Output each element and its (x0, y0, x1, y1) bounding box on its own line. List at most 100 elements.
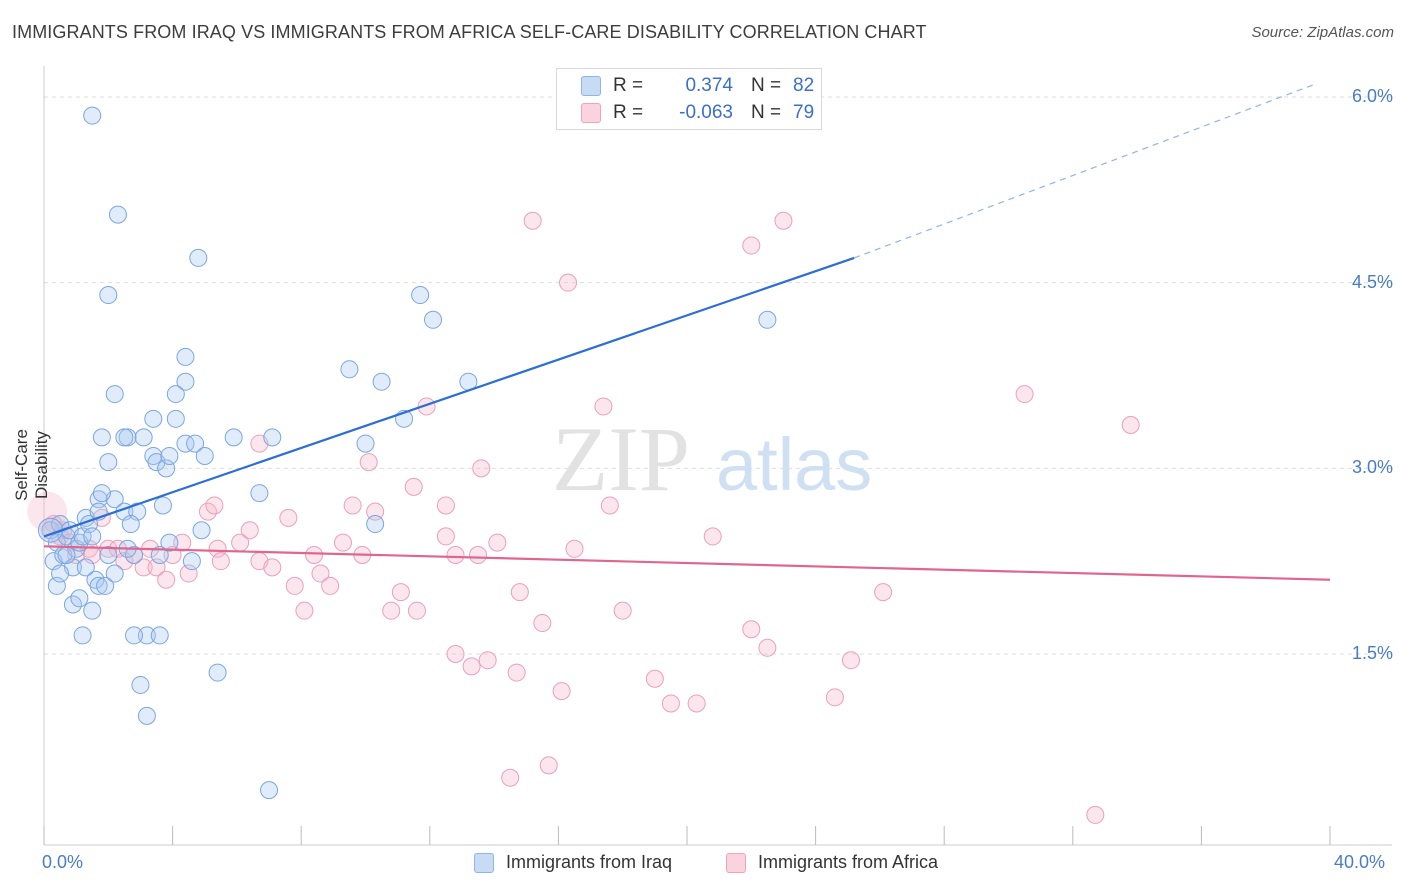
data-point-africa (382, 601, 401, 620)
data-point-africa (27, 491, 68, 532)
data-point-iraq (224, 428, 243, 447)
data-point-iraq (105, 385, 124, 404)
data-point-iraq (186, 434, 205, 453)
data-point-africa (279, 508, 298, 527)
axes (43, 66, 1392, 846)
stats-legend-row-iraq: R = 0.374 N = 82 (581, 74, 814, 98)
data-point-africa (417, 397, 436, 416)
data-point-iraq (176, 372, 195, 391)
data-point-africa (594, 397, 613, 416)
data-point-africa (488, 533, 507, 552)
data-point-africa (311, 564, 330, 583)
data-point-africa (240, 521, 259, 540)
data-point-iraq (83, 527, 102, 546)
data-point-iraq (166, 409, 185, 428)
data-point-iraq (356, 434, 375, 453)
data-point-africa (305, 545, 324, 564)
data-point-iraq (89, 576, 108, 595)
data-point-iraq (166, 385, 185, 404)
data-point-africa (565, 539, 584, 558)
data-point-iraq (340, 360, 359, 379)
n-label: N = (751, 75, 782, 96)
data-point-africa (404, 477, 423, 496)
data-point-africa (469, 545, 488, 564)
legend-label-iraq: Immigrants from Iraq (506, 852, 673, 872)
data-point-africa (295, 601, 314, 620)
data-point-africa (205, 496, 224, 515)
data-point-africa (841, 651, 860, 670)
data-point-africa (559, 273, 578, 292)
data-point-africa (687, 694, 706, 713)
series-africa-points (27, 211, 1140, 824)
trend-line-iraq-extension (853, 84, 1315, 259)
data-point-africa (211, 552, 230, 571)
data-point-iraq (83, 601, 102, 620)
chart-title: IMMIGRANTS FROM IRAQ VS IMMIGRANTS FROM … (12, 22, 927, 42)
trend-line-iraq (43, 256, 855, 538)
data-point-iraq (150, 626, 169, 645)
data-point-iraq (115, 428, 134, 447)
data-point-iraq (176, 347, 195, 366)
legend-item-africa: Immigrants from Africa (726, 852, 938, 873)
data-point-africa (472, 459, 491, 478)
trend-lines (43, 84, 1331, 581)
data-point-africa (742, 620, 761, 639)
data-point-iraq (263, 428, 282, 447)
data-point-iraq (260, 781, 279, 800)
data-point-iraq (76, 558, 95, 577)
data-point-africa (501, 768, 520, 787)
data-point-africa (523, 211, 542, 230)
r-value-iraq: 0.374 (685, 75, 733, 96)
data-point-africa (407, 601, 426, 620)
legend-label-africa: Immigrants from Africa (758, 852, 939, 872)
data-point-iraq (51, 564, 70, 583)
data-point-iraq (92, 428, 111, 447)
data-point-iraq (189, 248, 208, 267)
data-point-iraq (153, 496, 172, 515)
data-point-africa (333, 533, 352, 552)
data-point-africa (600, 496, 619, 515)
n-label: N = (751, 102, 782, 123)
data-point-africa (391, 583, 410, 602)
data-point-iraq (176, 434, 195, 453)
data-point-africa (1015, 385, 1034, 404)
data-point-iraq (121, 515, 140, 534)
legend-swatch-africa (726, 852, 746, 873)
data-point-iraq (83, 106, 102, 125)
data-point-iraq (208, 663, 227, 682)
series-legend: Immigrants from Iraq Immigrants from Afr… (0, 852, 1406, 878)
data-point-iraq (758, 310, 777, 329)
data-point-iraq (150, 545, 169, 564)
x-tick-label-min: 0.0% (42, 852, 84, 872)
data-point-iraq (182, 552, 201, 571)
data-point-africa (134, 558, 153, 577)
data-point-africa (1121, 416, 1140, 435)
data-point-iraq (131, 675, 150, 694)
y-tick-label: 1.5% (1351, 643, 1393, 663)
n-value-iraq: 82 (793, 75, 815, 96)
stats-legend: R = 0.374 N = 82 R = -0.063 N = 79 (556, 68, 822, 130)
data-point-africa (552, 682, 571, 701)
source-attribution: Source: ZipAtlas.com (1251, 24, 1394, 41)
data-point-africa (157, 570, 176, 589)
data-point-africa (742, 236, 761, 255)
data-point-africa (359, 453, 378, 472)
data-point-iraq (411, 286, 430, 305)
y-tick-label: 6.0% (1351, 86, 1393, 106)
data-point-africa (510, 583, 529, 602)
data-point-iraq (160, 446, 179, 465)
data-point-africa (533, 614, 552, 633)
svg-text:atlas: atlas (716, 423, 872, 506)
data-point-iraq (372, 372, 391, 391)
data-point-iraq (70, 589, 89, 608)
r-value-africa: -0.063 (679, 102, 733, 123)
data-point-africa (825, 688, 844, 707)
legend-item-iraq: Immigrants from Iraq (474, 852, 672, 873)
data-point-africa (436, 496, 455, 515)
data-point-africa (321, 576, 340, 595)
y-tick-label: 3.0% (1351, 457, 1393, 478)
data-point-iraq (57, 545, 76, 564)
data-point-africa (173, 533, 192, 552)
trend-line-africa (43, 545, 1331, 581)
